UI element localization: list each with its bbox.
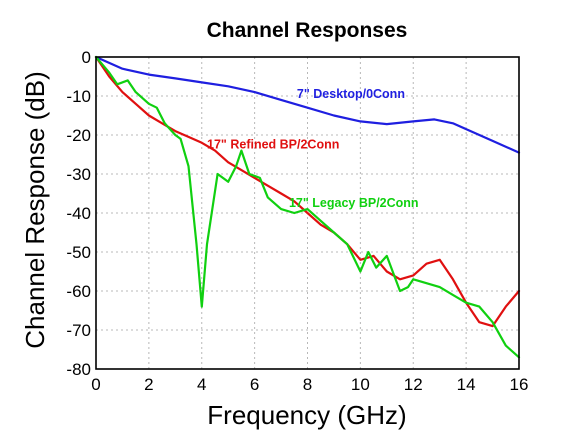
x-tick-label: 16 <box>510 375 529 394</box>
x-tick-label: 2 <box>144 375 153 394</box>
x-tick-label: 14 <box>457 375 476 394</box>
series-label-3: 17" Legacy BP/2Conn <box>289 196 419 210</box>
series-line-1 <box>94 55 521 154</box>
x-axis-label: Frequency (GHz) <box>207 400 406 430</box>
y-tick-label: -40 <box>66 204 91 223</box>
tick-labels: 0 2 4 6 8 10 12 14 16 0 -10 -20 -30 -40 -50 -60 -70 -80 <box>66 48 528 394</box>
series-labels: 7" Desktop/0Conn 17" Refined BP/2Conn 17" … <box>207 87 419 210</box>
x-tick-label: 10 <box>351 375 370 394</box>
plot-frame <box>95 56 520 370</box>
y-axis-label: Channel Response (dB) <box>20 71 50 349</box>
series-label-1: 7" Desktop/0Conn <box>297 87 405 101</box>
y-tick-label: -80 <box>66 360 91 379</box>
series-label-2: 17" Refined BP/2Conn <box>207 138 339 152</box>
x-tick-label: 4 <box>197 375 206 394</box>
y-tick-label: -70 <box>66 321 91 340</box>
y-tick-label: -20 <box>66 126 91 145</box>
series-group <box>94 55 521 359</box>
y-tick-label: 0 <box>82 48 91 67</box>
y-tick-label: -30 <box>66 165 91 184</box>
y-tick-label: -50 <box>66 243 91 262</box>
y-tick-label: -60 <box>66 282 91 301</box>
chart-title: Channel Responses <box>207 19 408 42</box>
series-line-3 <box>94 55 521 359</box>
grid <box>96 57 519 369</box>
x-tick-label: 0 <box>91 375 100 394</box>
y-tick-label: -10 <box>66 87 91 106</box>
x-tick-label: 12 <box>404 375 423 394</box>
x-tick-label: 8 <box>303 375 312 394</box>
x-tick-label: 6 <box>250 375 259 394</box>
